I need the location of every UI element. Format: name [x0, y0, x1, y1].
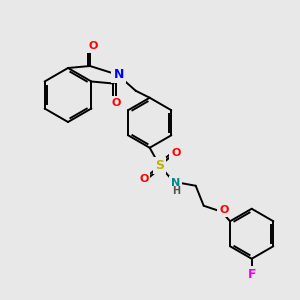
Text: O: O [219, 205, 228, 215]
Text: O: O [171, 148, 180, 158]
Text: F: F [248, 268, 256, 281]
Text: S: S [155, 159, 164, 172]
Text: N: N [113, 68, 124, 81]
Text: H: H [172, 186, 180, 196]
Text: O: O [112, 98, 121, 109]
Text: O: O [88, 41, 98, 51]
Text: O: O [139, 174, 148, 184]
Text: N: N [171, 178, 180, 188]
